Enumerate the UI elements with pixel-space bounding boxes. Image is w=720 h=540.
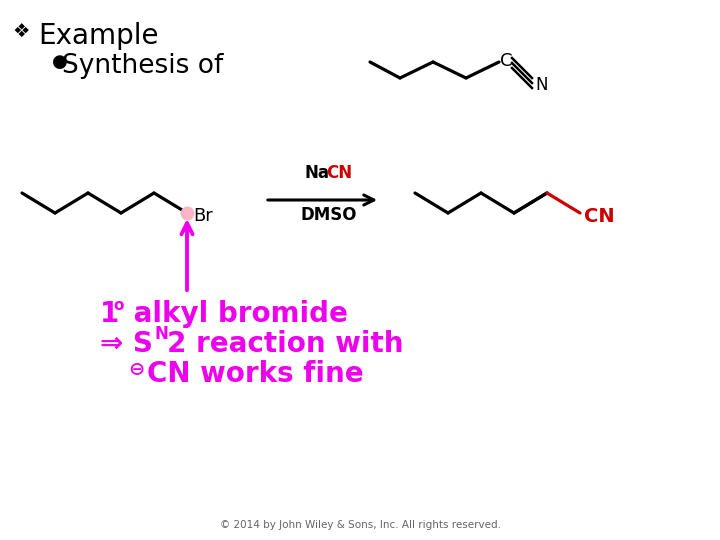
Text: ●: ● (52, 53, 68, 71)
Text: ⇒ S: ⇒ S (100, 330, 153, 358)
Text: Synthesis of: Synthesis of (62, 53, 223, 79)
Text: ⊖: ⊖ (128, 360, 145, 379)
Text: DMSO: DMSO (300, 206, 357, 224)
Text: C: C (500, 52, 513, 70)
Text: CN works fine: CN works fine (147, 360, 364, 388)
Text: 1: 1 (100, 300, 120, 328)
Text: 2 reaction with: 2 reaction with (167, 330, 403, 358)
Text: © 2014 by John Wiley & Sons, Inc. All rights reserved.: © 2014 by John Wiley & Sons, Inc. All ri… (220, 520, 500, 530)
Text: Example: Example (38, 22, 158, 50)
Text: ❖: ❖ (12, 22, 30, 41)
Text: Br: Br (193, 207, 212, 225)
Text: N: N (535, 76, 547, 94)
Text: N: N (155, 325, 169, 343)
Text: Na: Na (305, 164, 330, 182)
Text: CN: CN (584, 206, 615, 226)
Text: alkyl bromide: alkyl bromide (124, 300, 348, 328)
Text: CN: CN (326, 164, 353, 182)
Text: o: o (113, 298, 123, 313)
